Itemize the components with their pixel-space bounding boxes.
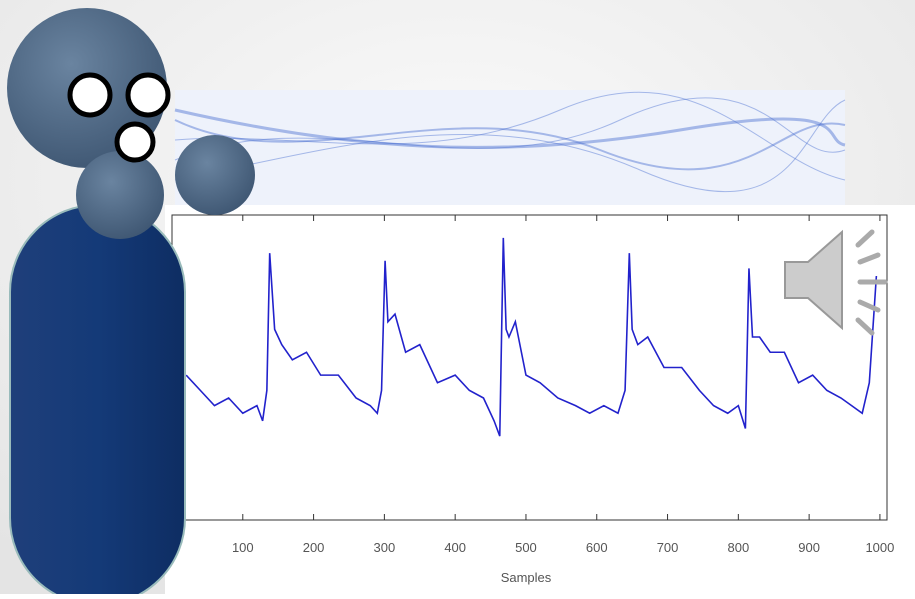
x-axis-label: Samples [501,570,552,585]
character [7,8,255,599]
x-tick-label: 900 [798,540,820,555]
x-tick-label: 300 [374,540,396,555]
x-tick-label: 800 [727,540,749,555]
x-tick-label: 500 [515,540,537,555]
x-tick-label: 700 [657,540,679,555]
x-tick-label: 1000 [865,540,894,555]
signal-line [185,237,878,437]
x-tick-label: 100 [232,540,254,555]
x-tick-label: 200 [303,540,325,555]
x-tick-label: 600 [586,540,608,555]
wave-decoration [174,90,846,205]
speaker-icon[interactable] [784,229,888,336]
x-tick-label: 400 [444,540,466,555]
